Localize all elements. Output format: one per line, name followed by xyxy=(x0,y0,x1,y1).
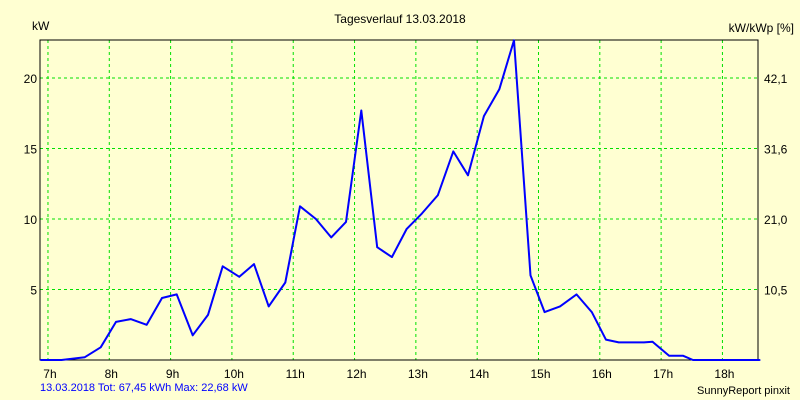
data-point xyxy=(345,221,347,223)
y-tick-label-left: 5 xyxy=(30,284,37,298)
y-tick-label-left: 10 xyxy=(24,213,38,227)
x-tick-label: 9h xyxy=(166,367,179,381)
data-point xyxy=(483,115,485,117)
x-tick-label: 8h xyxy=(105,367,118,381)
y-tick-label-left: 15 xyxy=(24,143,38,157)
data-point xyxy=(467,174,469,177)
data-point xyxy=(437,194,439,196)
data-point xyxy=(238,276,241,278)
y-tick-label-right: 31,6 xyxy=(764,143,788,157)
data-point xyxy=(284,281,287,284)
data-point xyxy=(191,334,194,337)
x-tick-label: 13h xyxy=(408,367,428,381)
x-tick-label: 18h xyxy=(714,367,734,381)
data-point xyxy=(60,359,63,361)
data-point xyxy=(421,212,423,215)
data-point xyxy=(513,39,515,42)
data-point xyxy=(175,293,178,296)
x-tick-label: 11h xyxy=(286,367,305,381)
data-point xyxy=(161,297,163,299)
data-point xyxy=(360,109,363,112)
x-tick-label: 10h xyxy=(224,367,244,381)
data-point xyxy=(129,318,132,320)
x-tick-label: 16h xyxy=(592,367,612,381)
data-point xyxy=(299,205,301,208)
data-point xyxy=(668,354,670,357)
data-point xyxy=(759,359,761,361)
footer-summary: 13.03.2018 Tot: 67,45 kWh Max: 22,68 kW xyxy=(40,382,248,394)
data-point xyxy=(452,150,455,153)
y-tick-label-right: 21,0 xyxy=(764,213,788,227)
x-tick-label: 14h xyxy=(469,367,489,381)
data-point xyxy=(618,341,620,344)
y-axis-label-right: kW/kWp [%] xyxy=(728,21,794,35)
footer-credit: SunnyReport pinxit xyxy=(697,385,790,397)
data-point xyxy=(267,305,270,308)
y-axis-label-left: kW xyxy=(32,19,50,33)
y-tick-label-left: 20 xyxy=(24,72,38,86)
data-point xyxy=(207,314,209,316)
plot-frame xyxy=(39,39,759,361)
data-point xyxy=(405,228,408,230)
data-point xyxy=(682,354,684,357)
data-point xyxy=(145,323,148,326)
data-point xyxy=(559,305,561,308)
data-point xyxy=(115,321,117,323)
series-line-kw xyxy=(40,39,760,361)
data-point xyxy=(498,88,501,91)
data-point xyxy=(692,359,694,361)
data-point xyxy=(330,236,333,239)
x-tick-label: 15h xyxy=(530,367,550,381)
y-tick-label-right: 10,5 xyxy=(764,284,788,298)
data-point xyxy=(253,263,255,265)
y-tick-label-right: 42,1 xyxy=(764,72,788,86)
data-point xyxy=(605,338,607,341)
data-point xyxy=(543,311,546,313)
x-tick-label: 7h xyxy=(43,367,56,381)
data-point xyxy=(99,346,102,349)
data-point xyxy=(376,246,379,249)
data-point xyxy=(83,356,86,358)
data-point xyxy=(575,293,578,296)
chart-title: Tagesverlauf 13.03.2018 xyxy=(334,12,466,26)
x-tick-label: 12h xyxy=(347,367,367,381)
data-point xyxy=(643,341,645,344)
data-point xyxy=(315,218,317,220)
data-point xyxy=(591,311,593,313)
data-point xyxy=(391,256,393,258)
data-point xyxy=(529,274,532,277)
data-point xyxy=(651,340,654,343)
data-point xyxy=(39,359,42,361)
data-point xyxy=(221,265,224,268)
x-tick-label: 17h xyxy=(653,367,673,381)
